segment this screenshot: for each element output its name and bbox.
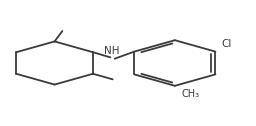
Text: NH: NH [104, 46, 120, 56]
Text: CH₃: CH₃ [181, 89, 199, 99]
Text: Cl: Cl [222, 39, 232, 49]
